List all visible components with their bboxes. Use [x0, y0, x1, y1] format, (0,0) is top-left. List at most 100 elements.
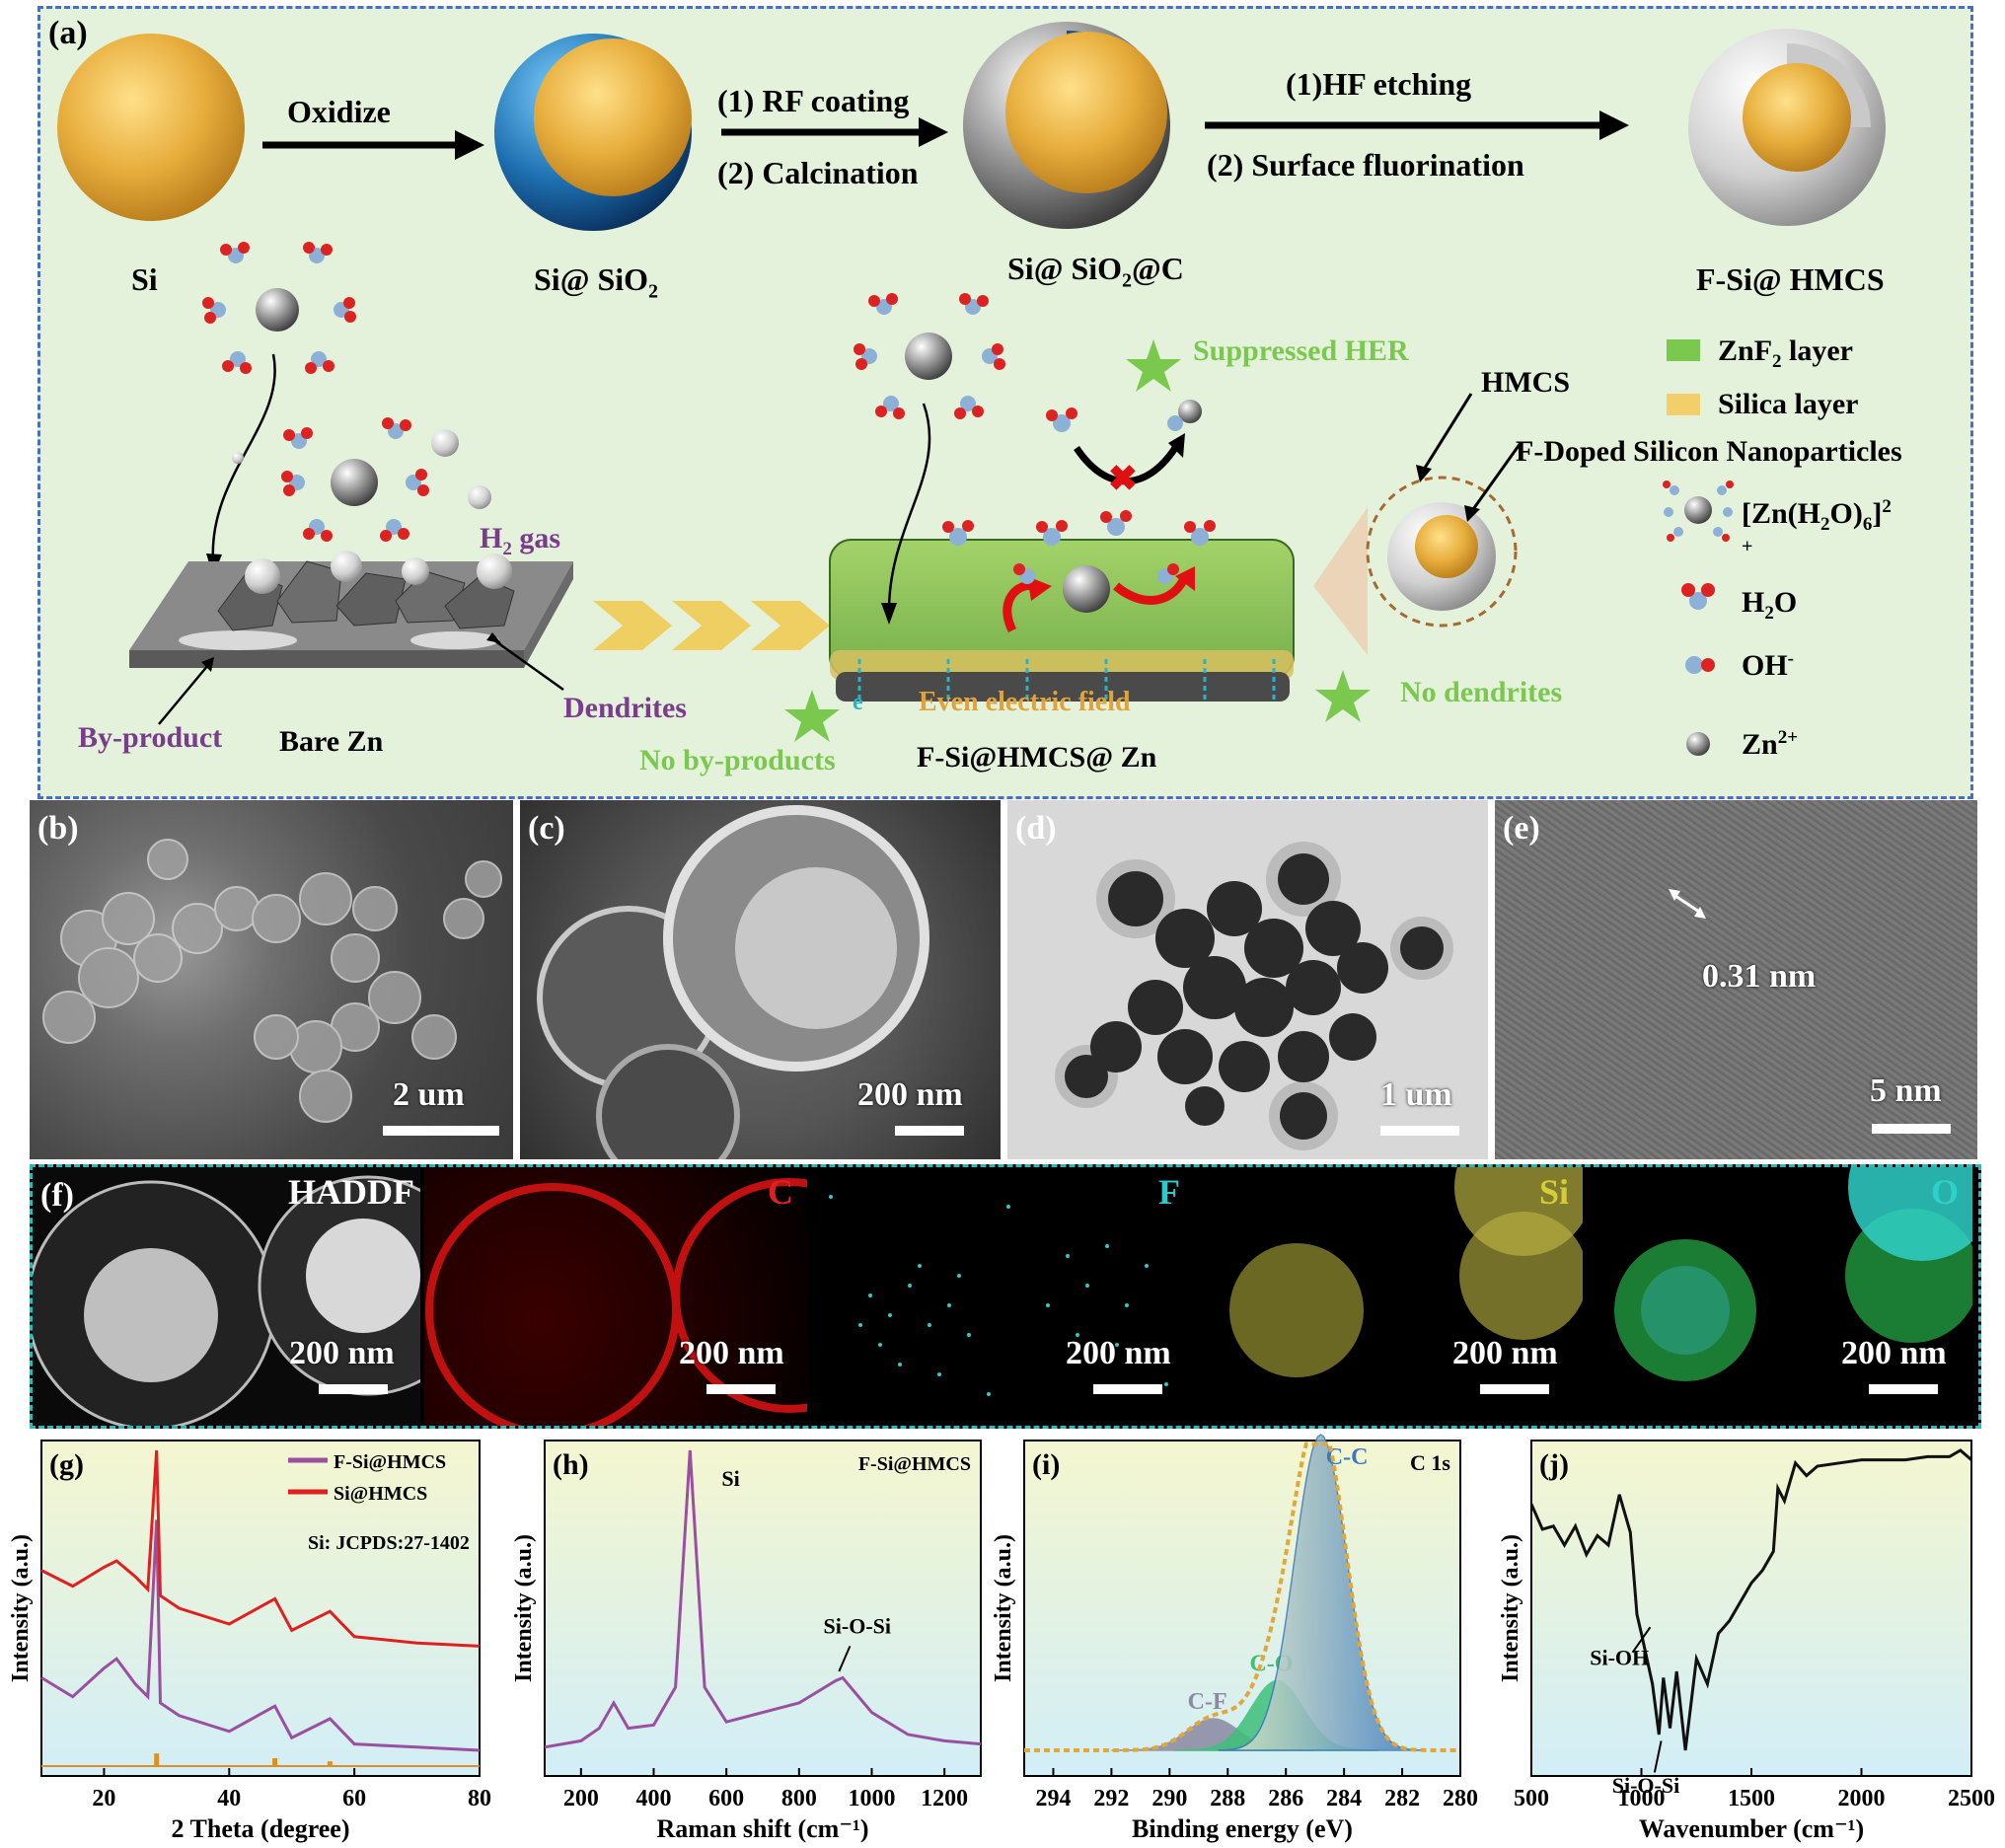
chart-g-series-0: [40, 1519, 481, 1752]
haddf-image: [33, 1175, 420, 1426]
chart-g-xtick-label: 20: [92, 1786, 115, 1811]
eds-haddf-label: HADDF: [288, 1172, 414, 1212]
chevron-arrows: [593, 601, 830, 650]
hydrated-cluster-1: [202, 242, 356, 374]
chart-g-xtick-label: 60: [342, 1786, 366, 1811]
label-surface-fluorination: (2) Surface fluorination: [1207, 147, 1524, 183]
chart-j-ylabel: Intensity (a.u.): [1498, 1534, 1523, 1682]
chart-i-xtick-label: 280: [1443, 1786, 1478, 1811]
label-electron: e: [853, 690, 863, 715]
eds-o-scale-label: 200 nm: [1841, 1335, 1947, 1371]
chart-j-xtick-label: 2000: [1838, 1786, 1886, 1811]
micrograph-d-scale-bar: [1380, 1126, 1459, 1136]
chart-j-annotation-sioh: Si-OH: [1590, 1646, 1649, 1670]
chart-h-legend: F-Si@HMCS: [858, 1453, 971, 1475]
eds-haddf-scale-label: 200 nm: [289, 1335, 395, 1371]
sem-particles-c: [537, 805, 929, 1159]
legend-silica-label: Silica layer: [1718, 388, 1859, 420]
chart-h-tag: (h): [553, 1448, 589, 1481]
chart-j-annotation-arrow-1: [1631, 1626, 1652, 1654]
label-rf-coating: (1) RF coating: [717, 83, 910, 118]
coated-zn-slab: [829, 539, 1295, 702]
legend-h2o-icon: [1681, 583, 1715, 610]
chart-j-xtick-label: 2500: [1948, 1786, 1995, 1811]
chart-h-ylabel: Intensity (a.u.): [511, 1534, 537, 1682]
chart-g-series-1: [40, 1449, 481, 1648]
micrograph-b-tag: (b): [37, 810, 79, 847]
eds-o-map: O 200 nm: [1587, 1167, 1972, 1426]
micrograph-b-scale-label: 2 um: [393, 1076, 465, 1113]
chart-i-plot-area: [1023, 1440, 1461, 1777]
legend-h2o-label: H2O: [1742, 586, 1798, 624]
eds-f-label: F: [1158, 1172, 1180, 1212]
chart-i-xtick-label: 282: [1384, 1786, 1420, 1811]
eds-haddf: (f) HADDF 200 nm: [33, 1167, 420, 1426]
eds-panel: (f) HADDF 200 nm C 200 nm F 200 nm: [30, 1164, 1981, 1429]
star-icon: [1315, 670, 1371, 722]
chart-g-tag: (g): [49, 1448, 84, 1481]
chart-h-xtick-label: 1000: [849, 1786, 896, 1811]
legend-zn-icon: [1686, 732, 1710, 756]
label-si: Si: [131, 261, 158, 297]
eds-si-scale-label: 200 nm: [1452, 1335, 1558, 1371]
chart-g-legend-label-1: Si@HMCS: [334, 1483, 427, 1505]
label-bare-zn: Bare Zn: [279, 725, 384, 758]
micrograph-d-scale-label: 1 um: [1380, 1076, 1452, 1113]
chart-i-tag: (i): [1032, 1448, 1060, 1481]
o-map-image: [1614, 1167, 1972, 1381]
eds-o-scale-bar: [1869, 1384, 1938, 1394]
c-map-image: [425, 1178, 807, 1426]
label-dendrites: Dendrites: [563, 692, 687, 724]
hydrated-cluster-2: [232, 417, 491, 585]
label-hf-etching: (1)HF etching: [1286, 66, 1472, 102]
sem-particles-b: [42, 839, 502, 1123]
label-fsi-hmcs: F-Si@ HMCS: [1696, 261, 1885, 297]
eds-c-map: C 200 nm: [424, 1167, 807, 1426]
legend-silica-swatch: [1667, 394, 1700, 415]
chart-j-xlabel: Wavenumber (cm⁻¹): [1639, 1814, 1864, 1843]
legend-complex-icon: [1663, 480, 1734, 542]
chart-h-annotation-siosi: Si-O-Si: [824, 1614, 891, 1639]
eds-haddf-scale-bar: [319, 1384, 388, 1394]
micrograph-e: (e) 0.31 nm 5 nm: [1495, 800, 1977, 1159]
chart-i-xlabel: Binding energy (eV): [1132, 1814, 1353, 1843]
si-map-image: [1229, 1167, 1583, 1377]
eds-c-label: C: [768, 1172, 793, 1212]
micrograph-c-tag: (c): [528, 810, 565, 847]
label-si-sio2-c: Si@ SiO2@C: [1007, 251, 1184, 292]
eds-c-scale-label: 200 nm: [679, 1335, 784, 1371]
lattice-spacing-label: 0.31 nm: [1702, 958, 1817, 995]
chart-i-xtick-label: 284: [1326, 1786, 1362, 1811]
label-by-product: By-product: [78, 721, 223, 754]
micrograph-c-scale-label: 200 nm: [857, 1076, 963, 1113]
label-h2-gas: H2 gas: [480, 522, 561, 559]
micrograph-b-scale-bar: [383, 1126, 499, 1136]
micrograph-d: (d) 1 um: [1007, 800, 1488, 1159]
chart-j-tag: (j): [1539, 1448, 1569, 1481]
micrograph-c: (c) 200 nm: [520, 800, 1001, 1159]
chart-g-legend-label-0: F-Si@HMCS: [334, 1451, 446, 1473]
chart-h-plot-area: [544, 1440, 982, 1777]
eds-o-label: O: [1930, 1172, 1959, 1212]
legend-complex-plus: +: [1742, 536, 1753, 557]
chart-j-plot-area: [1530, 1440, 1972, 1777]
svg-text:✖: ✖: [1108, 459, 1138, 498]
chart-g-ylabel: Intensity (a.u.): [8, 1534, 34, 1682]
electron-arrows: [857, 655, 1276, 700]
micrograph-e-tag: (e): [1503, 810, 1540, 847]
label-fsi-zn: F-Si@HMCS@ Zn: [917, 741, 1157, 774]
label-suppressed-her: Suppressed HER: [1193, 334, 1409, 367]
chart-i-xtick-label: 292: [1093, 1786, 1129, 1811]
chart-h-xtick-label: 400: [636, 1786, 672, 1811]
label-calcination: (2) Calcination: [717, 155, 919, 190]
panel-a-graphics: ✖: [57, 22, 1886, 756]
legend-oh-label: OH-: [1742, 648, 1794, 682]
chart-h-annotation-si: Si: [721, 1466, 739, 1491]
water-molecules: [942, 400, 1216, 584]
chart-h-xtick-label: 800: [781, 1786, 817, 1811]
eds-si-label: Si: [1538, 1172, 1569, 1212]
chart-j-annotation-arrow-2: [1653, 1740, 1663, 1773]
eds-si-scale-bar: [1480, 1384, 1549, 1394]
panel-a: ✖: [37, 6, 1973, 799]
label-no-dendrites: No dendrites: [1400, 676, 1563, 708]
